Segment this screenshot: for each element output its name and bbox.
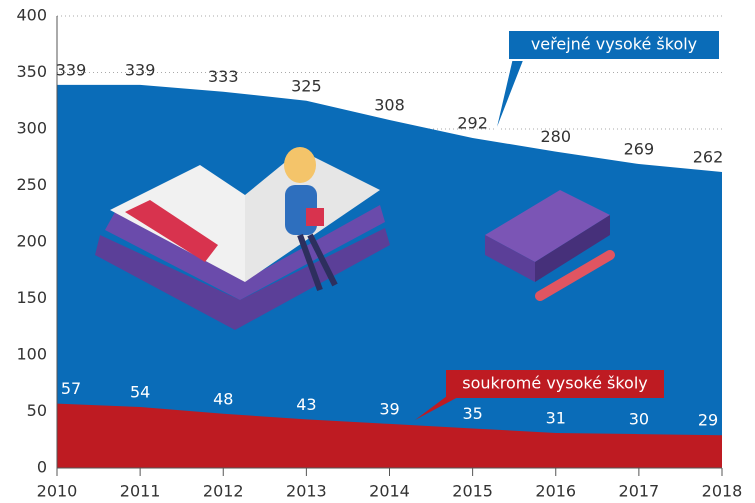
x-tick-label: 2010 [37, 482, 78, 501]
y-tick-label: 300 [16, 119, 47, 138]
x-tick-label: 2013 [286, 482, 327, 501]
data-label: 308 [374, 95, 405, 114]
data-label: 325 [291, 76, 322, 95]
data-label: 54 [130, 382, 150, 401]
data-label: 43 [296, 395, 316, 414]
data-label: 29 [698, 411, 718, 430]
data-label: 269 [624, 140, 655, 159]
callout-pointer [493, 58, 525, 140]
data-label: 48 [213, 389, 233, 408]
x-tick-label: 2012 [203, 482, 244, 501]
data-label: 35 [462, 404, 482, 423]
y-tick-label: 0 [37, 458, 47, 477]
data-label: 31 [546, 408, 566, 427]
legend-label: veřejné vysoké školy [531, 35, 697, 54]
data-label: 292 [457, 114, 488, 133]
x-tick-label: 2014 [369, 482, 410, 501]
y-tick-label: 400 [16, 6, 47, 25]
y-tick-label: 100 [16, 345, 47, 364]
x-tick-label: 2018 [702, 482, 743, 501]
data-label: 30 [629, 410, 649, 429]
data-label: 262 [693, 147, 724, 166]
y-tick-label: 50 [27, 401, 47, 420]
x-tick-label: 2017 [619, 482, 660, 501]
y-tick-label: 350 [16, 62, 47, 81]
x-tick-label: 2011 [120, 482, 161, 501]
chart: 0 50 100 150 200 250 300 350 400 2010 2011 2012 2013… [0, 0, 755, 503]
data-label: 339 [125, 60, 156, 79]
data-label: 39 [379, 399, 399, 418]
y-tick-label: 150 [16, 288, 47, 307]
x-tick-label: 2016 [535, 482, 576, 501]
data-label: 57 [61, 379, 81, 398]
y-tick-label: 250 [16, 175, 47, 194]
data-label: 280 [540, 127, 571, 146]
legend-label: soukromé vysoké školy [462, 374, 647, 393]
x-tick-label: 2015 [452, 482, 493, 501]
data-label: 339 [56, 60, 87, 79]
data-label: 333 [208, 67, 239, 86]
y-tick-label: 200 [16, 232, 47, 251]
